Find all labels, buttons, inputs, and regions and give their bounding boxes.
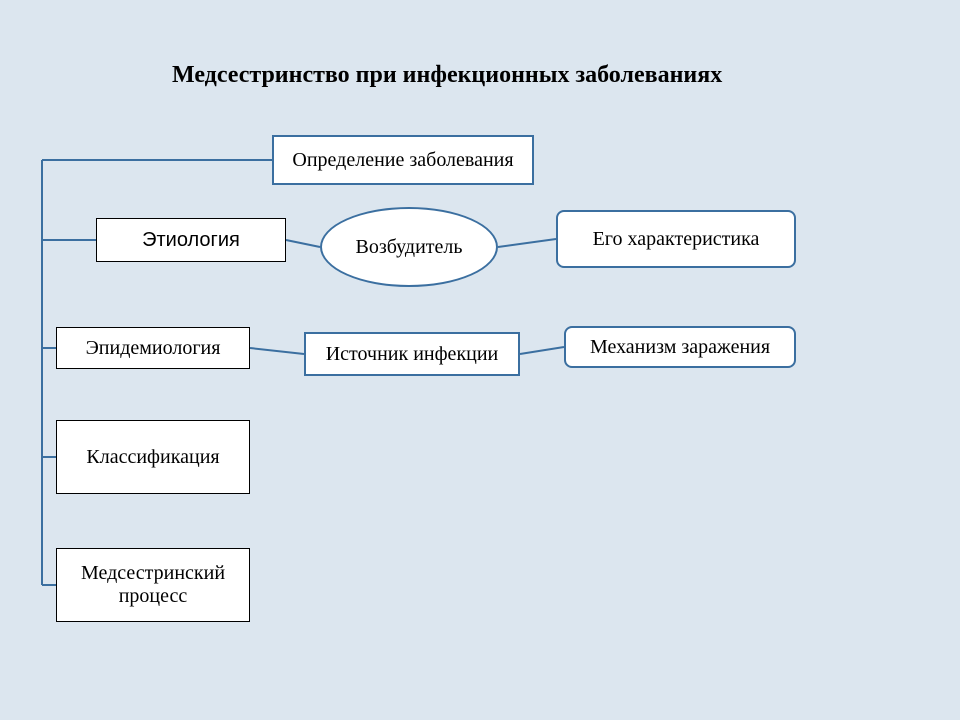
node-label: Возбудитель xyxy=(356,236,463,259)
page-title: Медсестринство при инфекционных заболева… xyxy=(172,62,722,89)
node-label: Эпидемиология xyxy=(86,337,221,360)
node-characteristic: Его характеристика xyxy=(556,210,796,268)
node-source: Источник инфекции xyxy=(304,332,520,376)
node-label: Медсестринский процесс xyxy=(57,562,249,608)
node-label: Классификация xyxy=(86,446,219,469)
node-mechanism: Механизм заражения xyxy=(564,326,796,368)
node-label: Его характеристика xyxy=(593,228,760,251)
node-label: Этиология xyxy=(142,229,240,252)
node-label: Источник инфекции xyxy=(326,343,499,366)
node-label: Механизм заражения xyxy=(590,336,770,359)
node-nursing: Медсестринский процесс xyxy=(56,548,250,622)
node-label: Определение заболевания xyxy=(292,149,513,172)
node-pathogen: Возбудитель xyxy=(320,207,498,287)
node-definition: Определение заболевания xyxy=(272,135,534,185)
node-etiology: Этиология xyxy=(96,218,286,262)
node-epidemiology: Эпидемиология xyxy=(56,327,250,369)
node-classification: Классификация xyxy=(56,420,250,494)
